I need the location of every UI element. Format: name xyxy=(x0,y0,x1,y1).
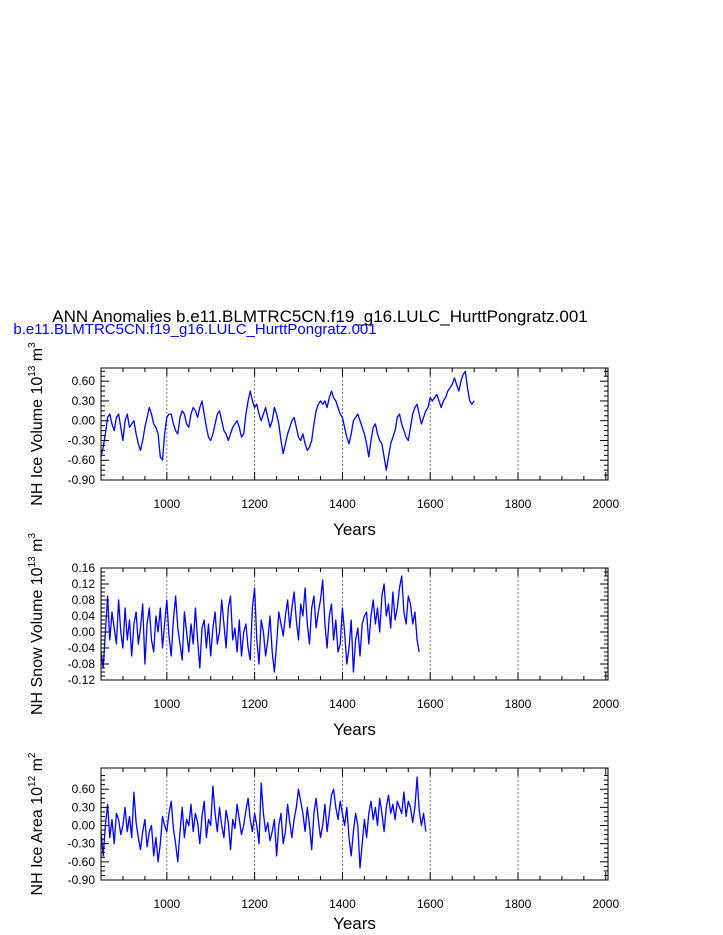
series-line xyxy=(100,370,475,471)
y-tick-label: 0.60 xyxy=(72,374,96,388)
y-tick-label: 0.00 xyxy=(72,414,96,428)
y-tick-label: 0.00 xyxy=(72,819,96,833)
x-tick-label: 1600 xyxy=(417,497,444,511)
x-axis-title: Years xyxy=(333,720,376,739)
series-name-label: b.e11.BLMTRC5CN.f19_g16.LULC_HurttPongra… xyxy=(13,321,376,338)
y-tick-label: 0.08 xyxy=(72,593,96,607)
x-axis-title: Years xyxy=(333,520,376,539)
y-axis-title: NH Ice Area 1012 m2 xyxy=(27,752,46,895)
x-tick-label: 2000 xyxy=(592,697,619,711)
panel-snow-volume: 1000 1200 1400 1600 1800 2000 -0.12 -0.08 -0.04 0… xyxy=(27,533,619,739)
y-tick-label: 0.12 xyxy=(72,577,96,591)
y-tick-label: -0.30 xyxy=(68,433,96,447)
y-tick-label: -0.08 xyxy=(68,657,96,671)
x-tick-label: 1800 xyxy=(505,697,532,711)
y-tick-label: 0.16 xyxy=(72,561,96,575)
y-tick-label: -0.60 xyxy=(68,855,96,869)
x-tick-label: 2000 xyxy=(592,497,619,511)
x-axis-title: Years xyxy=(333,914,376,933)
x-tick-label: 1800 xyxy=(505,897,532,911)
x-tick-label: 1200 xyxy=(241,897,268,911)
y-tick-label: 0.04 xyxy=(72,609,96,623)
x-tick-label: 1400 xyxy=(329,497,356,511)
x-tick-label: 1400 xyxy=(329,697,356,711)
x-tick-label: 1000 xyxy=(153,697,180,711)
y-tick-label: 0.00 xyxy=(72,625,96,639)
y-tick-label: -0.60 xyxy=(68,453,96,467)
y-tick-label: -0.30 xyxy=(68,837,96,851)
x-tick-label: 1000 xyxy=(153,497,180,511)
panel-ice-volume: 1000 1200 1400 1600 1800 2000 -0.90 -0.60 -0.30 0… xyxy=(27,342,619,539)
panel-ice-area: 1000 1200 1400 1600 1800 2000 -0.90 -0.60 -0.30 0… xyxy=(27,752,619,933)
plot-frame xyxy=(100,767,609,881)
y-tick-label: -0.90 xyxy=(68,873,96,887)
series-line xyxy=(100,776,427,869)
x-tick-label: 1200 xyxy=(241,697,268,711)
y-tick-label: 0.60 xyxy=(72,782,96,796)
y-tick-label: -0.04 xyxy=(68,641,96,655)
y-tick-label: -0.12 xyxy=(68,673,96,687)
x-tick-label: 1600 xyxy=(417,897,444,911)
y-axis-title: NH Ice Volume 1013 m3 xyxy=(27,342,46,506)
x-tick-label: 1800 xyxy=(505,497,532,511)
y-tick-label: 0.30 xyxy=(72,800,96,814)
x-tick-label: 1400 xyxy=(329,897,356,911)
x-tick-label: 1200 xyxy=(241,497,268,511)
x-tick-label: 2000 xyxy=(592,897,619,911)
plot-frame xyxy=(100,367,609,481)
figure-title: ANN Anomalies b.e11.BLMTRC5CN.f19_g16.LU… xyxy=(52,307,587,326)
series-line xyxy=(100,575,420,673)
y-tick-label: 0.30 xyxy=(72,394,96,408)
y-tick-label: -0.90 xyxy=(68,473,96,487)
y-axis-title: NH Snow Volume 1013 m3 xyxy=(27,533,46,716)
x-tick-label: 1000 xyxy=(153,897,180,911)
x-tick-label: 1600 xyxy=(417,697,444,711)
